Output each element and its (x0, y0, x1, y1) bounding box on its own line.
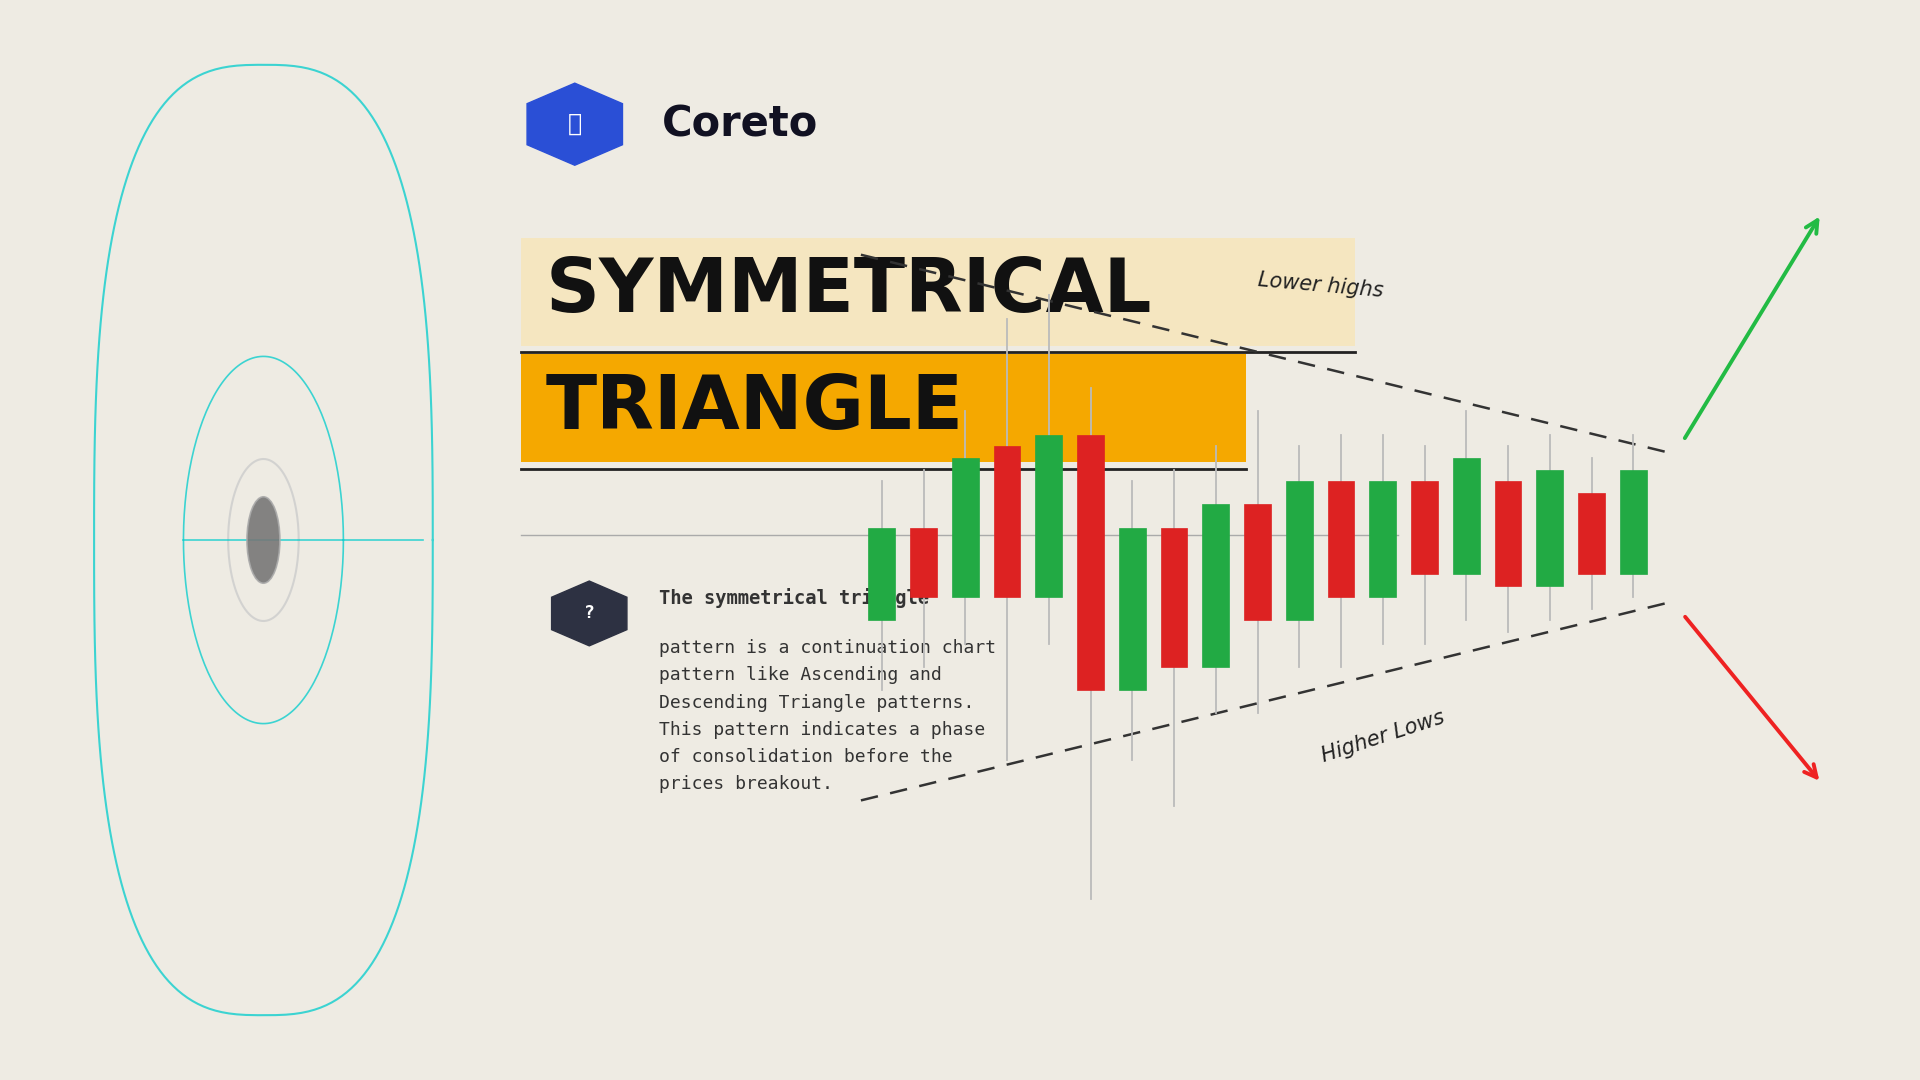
FancyBboxPatch shape (1411, 482, 1438, 575)
FancyBboxPatch shape (1162, 528, 1187, 666)
FancyBboxPatch shape (1369, 482, 1396, 597)
FancyBboxPatch shape (910, 528, 937, 597)
FancyBboxPatch shape (1578, 492, 1605, 575)
FancyBboxPatch shape (1620, 470, 1647, 575)
FancyBboxPatch shape (1202, 504, 1229, 666)
FancyBboxPatch shape (520, 354, 1246, 462)
FancyBboxPatch shape (995, 446, 1020, 597)
FancyBboxPatch shape (868, 528, 895, 620)
Polygon shape (528, 83, 622, 165)
FancyBboxPatch shape (1536, 470, 1563, 585)
Ellipse shape (248, 497, 280, 583)
FancyBboxPatch shape (1244, 504, 1271, 620)
FancyBboxPatch shape (1035, 434, 1062, 597)
Text: Higher Lows: Higher Lows (1319, 707, 1448, 767)
Text: The symmetrical triangle: The symmetrical triangle (659, 588, 929, 608)
FancyBboxPatch shape (520, 238, 1356, 346)
Text: SYMMETRICAL: SYMMETRICAL (545, 255, 1152, 328)
Polygon shape (551, 581, 628, 646)
FancyBboxPatch shape (952, 458, 979, 597)
Text: Lower highs: Lower highs (1256, 270, 1384, 301)
Text: TRIANGLE: TRIANGLE (545, 372, 964, 445)
Text: pattern is a continuation chart
pattern like Ascending and
Descending Triangle p: pattern is a continuation chart pattern … (659, 639, 996, 793)
FancyBboxPatch shape (1494, 482, 1521, 585)
FancyBboxPatch shape (1077, 434, 1104, 690)
Text: Ⓒ: Ⓒ (568, 112, 582, 136)
FancyBboxPatch shape (1327, 482, 1354, 597)
Text: ?: ? (584, 605, 595, 622)
Text: Coreto: Coreto (662, 104, 818, 145)
FancyBboxPatch shape (1453, 458, 1480, 575)
FancyBboxPatch shape (1286, 482, 1313, 620)
FancyBboxPatch shape (1119, 528, 1146, 690)
